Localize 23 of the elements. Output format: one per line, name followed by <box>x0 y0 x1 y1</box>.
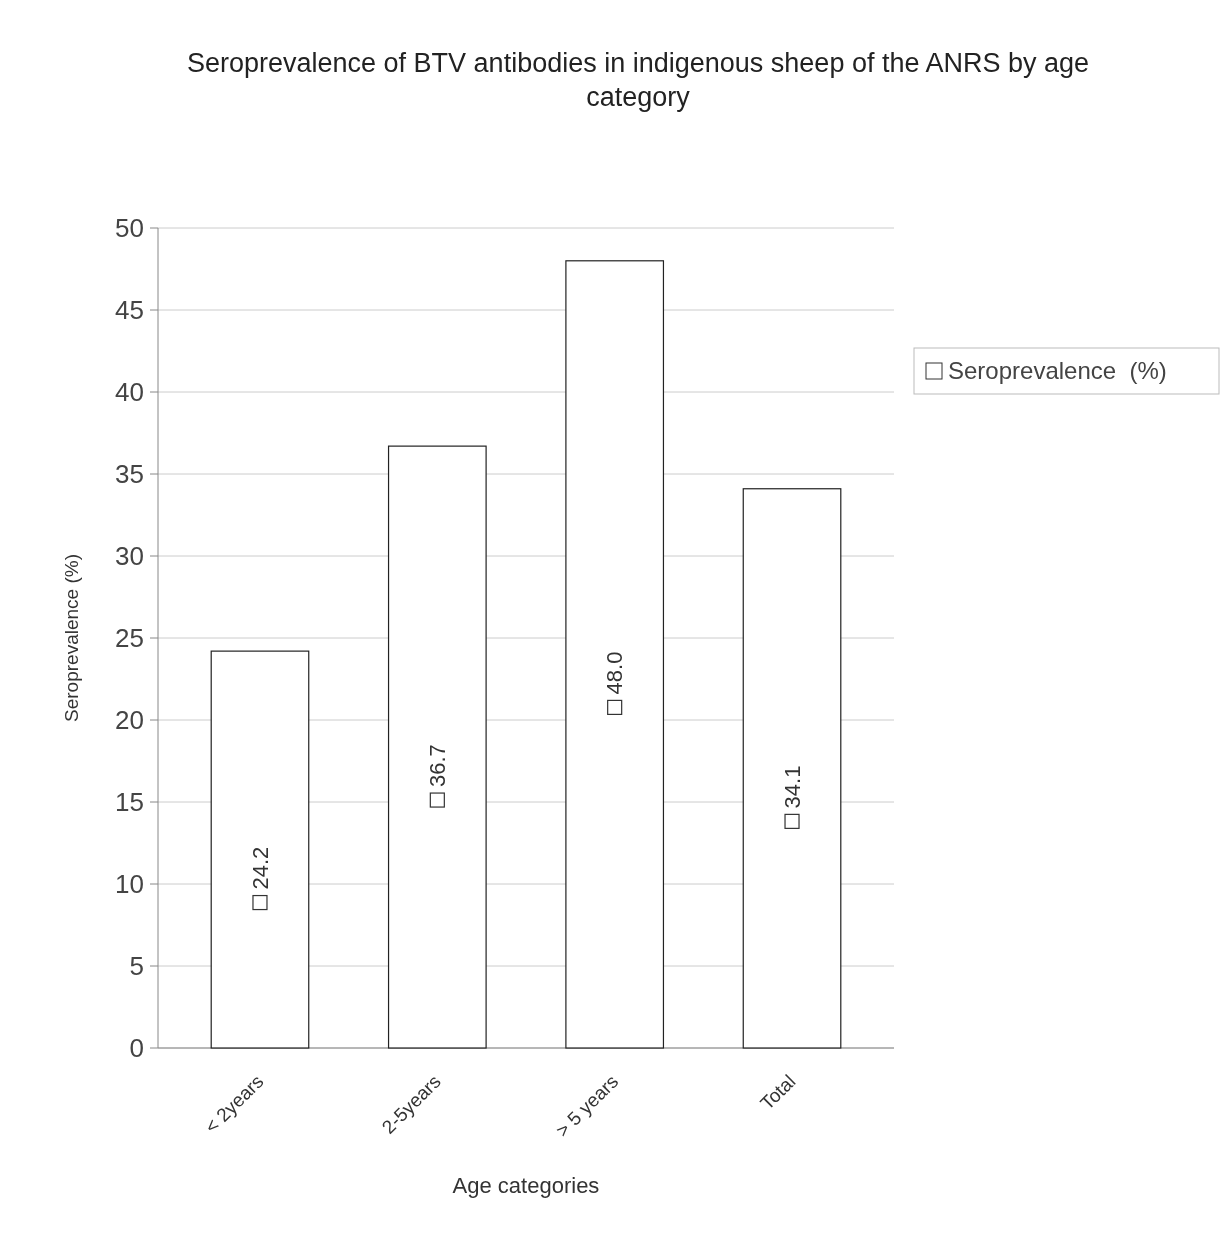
y-tick-label: 35 <box>115 459 144 490</box>
text: Seroprevalence (%) <box>948 357 1167 385</box>
y-tick-label: 15 <box>115 787 144 818</box>
data-label: 24.2 <box>247 846 273 890</box>
bar <box>387 445 487 1049</box>
data-label: 48.0 <box>602 651 628 695</box>
x-axis-title: Age categories <box>452 1173 600 1198</box>
y-tick-label: 5 <box>129 951 144 982</box>
y-tick-label: 30 <box>115 541 144 572</box>
bar <box>565 260 665 1049</box>
data-label: 36.7 <box>425 744 451 788</box>
y-tick-label: 25 <box>115 623 144 654</box>
y-tick-label: 0 <box>129 1033 144 1064</box>
y-tick-label: 50 <box>115 213 144 244</box>
bar <box>210 650 310 1049</box>
y-axis-title: Seroprevalence (%) <box>61 554 82 722</box>
y-tick-label: 40 <box>115 377 144 408</box>
y-tick-label: 45 <box>115 295 144 326</box>
y-tick-label: 20 <box>115 705 144 736</box>
bar <box>742 488 842 1049</box>
data-label: 34.1 <box>779 765 805 809</box>
chart-title: Seroprevalence of BTV antibodies in indigenous sheep of the ANRS by age category <box>185 47 1091 114</box>
y-tick-label: 10 <box>115 869 144 900</box>
